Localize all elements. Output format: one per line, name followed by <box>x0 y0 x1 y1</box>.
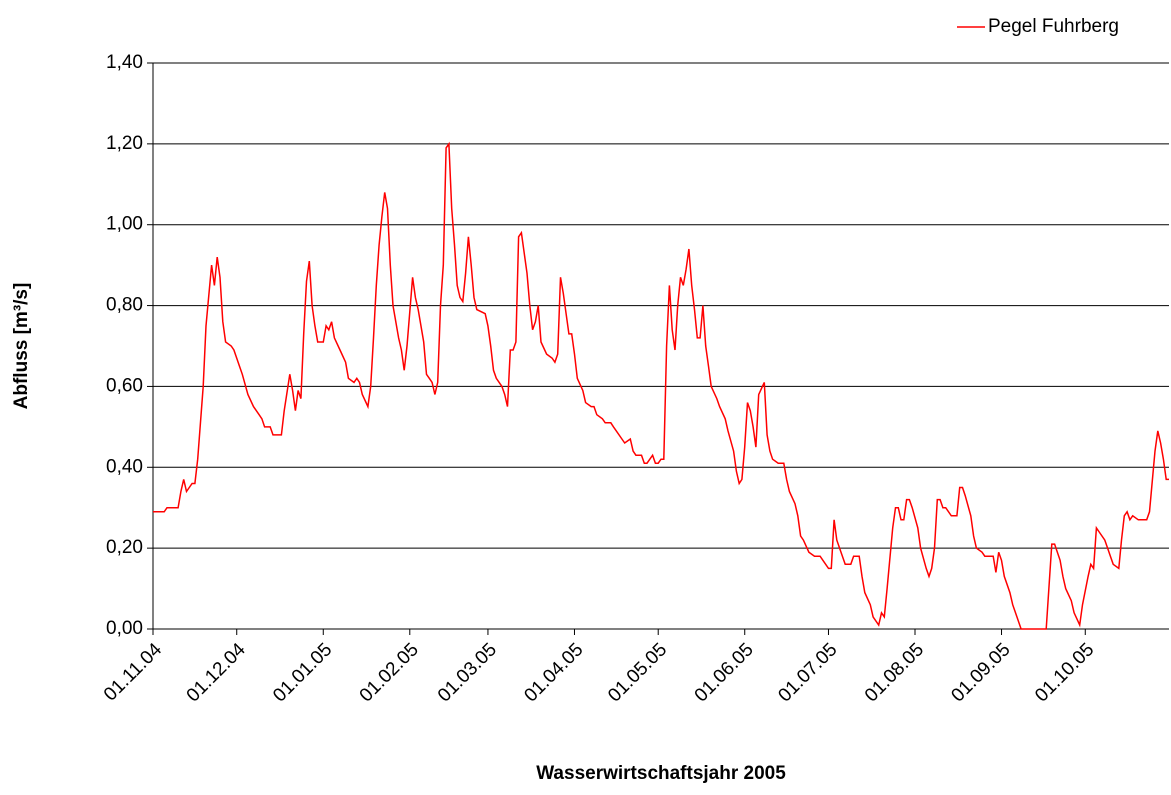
x-tick-label: 01.08.05 <box>861 639 928 706</box>
x-tick-label: 01.12.04 <box>183 639 250 706</box>
y-tick-label: 0,40 <box>106 456 143 477</box>
y-tick-label: 0,20 <box>106 537 143 558</box>
y-tick-label: 1,40 <box>106 52 143 73</box>
x-tick-label: 01.10.05 <box>1031 639 1098 706</box>
y-tick-label: 0,00 <box>106 618 143 639</box>
y-tick-label: 1,00 <box>106 214 143 235</box>
x-tick-label: 01.02.05 <box>356 639 423 706</box>
y-tick-label: 0,60 <box>106 375 143 396</box>
x-axis-title: Wasserwirtschaftsjahr 2005 <box>536 763 786 784</box>
legend-label: Pegel Fuhrberg <box>988 16 1119 37</box>
x-tick-label: 01.07.05 <box>774 639 841 706</box>
x-tick-label: 01.11.04 <box>100 639 166 705</box>
x-tick-label: 01.09.05 <box>947 639 1014 706</box>
y-axis-title: Abfluss [m³/s] <box>11 283 32 410</box>
x-tick-label: 01.03.05 <box>434 639 501 706</box>
x-tick-label: 01.01.05 <box>269 639 336 706</box>
data-line <box>153 141 1169 630</box>
y-tick-label: 0,80 <box>106 295 143 316</box>
x-tick-label: 01.04.05 <box>520 639 587 706</box>
y-tick-label: 1,20 <box>106 133 143 154</box>
x-tick-label: 01.05.05 <box>604 639 671 706</box>
x-tick-label: 01.06.05 <box>691 639 758 706</box>
